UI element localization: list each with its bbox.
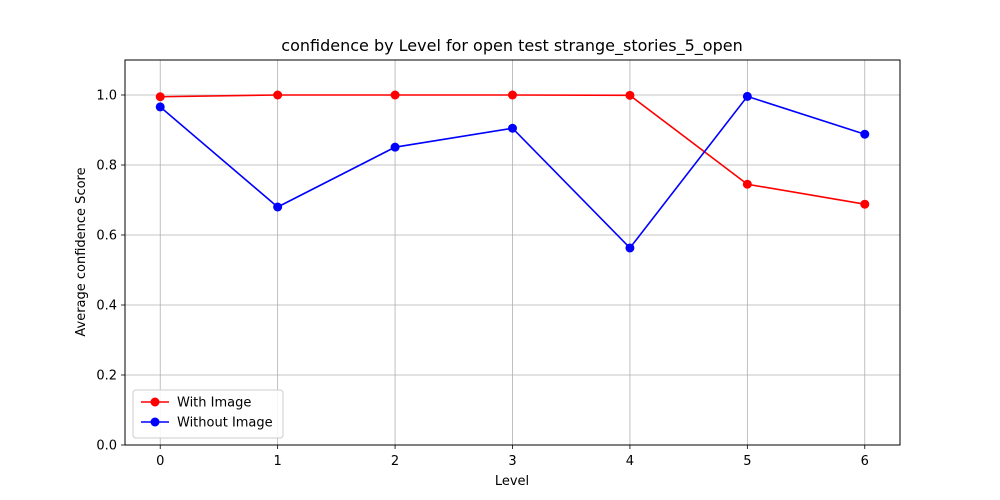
- data-point: [508, 90, 517, 100]
- legend-label: Without Image: [177, 416, 273, 431]
- x-axis-label: Level: [495, 474, 529, 489]
- grid: [125, 60, 900, 446]
- data-point: [155, 102, 165, 112]
- x-tick-label: 2: [391, 454, 399, 469]
- data-point: [155, 92, 165, 102]
- y-tick-label: 0.0: [96, 439, 117, 454]
- data-point: [390, 90, 400, 100]
- data-point: [860, 199, 870, 209]
- data-point: [390, 142, 400, 152]
- plot-series: [155, 90, 870, 253]
- chart-title: confidence by Level for open test strang…: [281, 36, 742, 56]
- x-tick-label: 1: [274, 454, 282, 469]
- data-point: [625, 243, 635, 253]
- series-1: [155, 91, 870, 253]
- legend-box: [132, 389, 284, 439]
- legend: With Image Without Image: [132, 389, 284, 439]
- data-point: [508, 123, 517, 133]
- y-axis-label: Average confidence Score: [74, 167, 89, 336]
- data-point: [273, 202, 283, 212]
- data-point: [860, 129, 870, 139]
- x-tick-label: 6: [861, 454, 869, 469]
- x-tick-label: 5: [743, 454, 751, 469]
- x-tick-label: 4: [626, 454, 634, 469]
- data-point: [273, 90, 283, 100]
- legend-swatch-marker: [150, 397, 160, 407]
- series-0: [155, 90, 870, 209]
- y-tick-label: 1.0: [96, 89, 117, 104]
- axis-ticks: 0 1 2 3 4 5 6 0.0 0.2 0.4 0.6 0.8 1.0: [96, 89, 869, 470]
- data-point: [625, 90, 635, 100]
- y-tick-label: 0.2: [96, 369, 117, 384]
- x-tick-label: 3: [508, 454, 516, 469]
- y-tick-label: 0.8: [96, 159, 117, 174]
- x-tick-label: 0: [156, 454, 164, 469]
- data-point: [742, 91, 752, 101]
- legend-item: With Image: [141, 396, 251, 411]
- legend-swatch-marker: [150, 417, 160, 427]
- y-tick-label: 0.6: [96, 229, 117, 244]
- legend-label: With Image: [177, 396, 251, 411]
- y-tick-label: 0.4: [96, 299, 117, 314]
- legend-item: Without Image: [141, 416, 273, 431]
- data-point: [742, 179, 752, 189]
